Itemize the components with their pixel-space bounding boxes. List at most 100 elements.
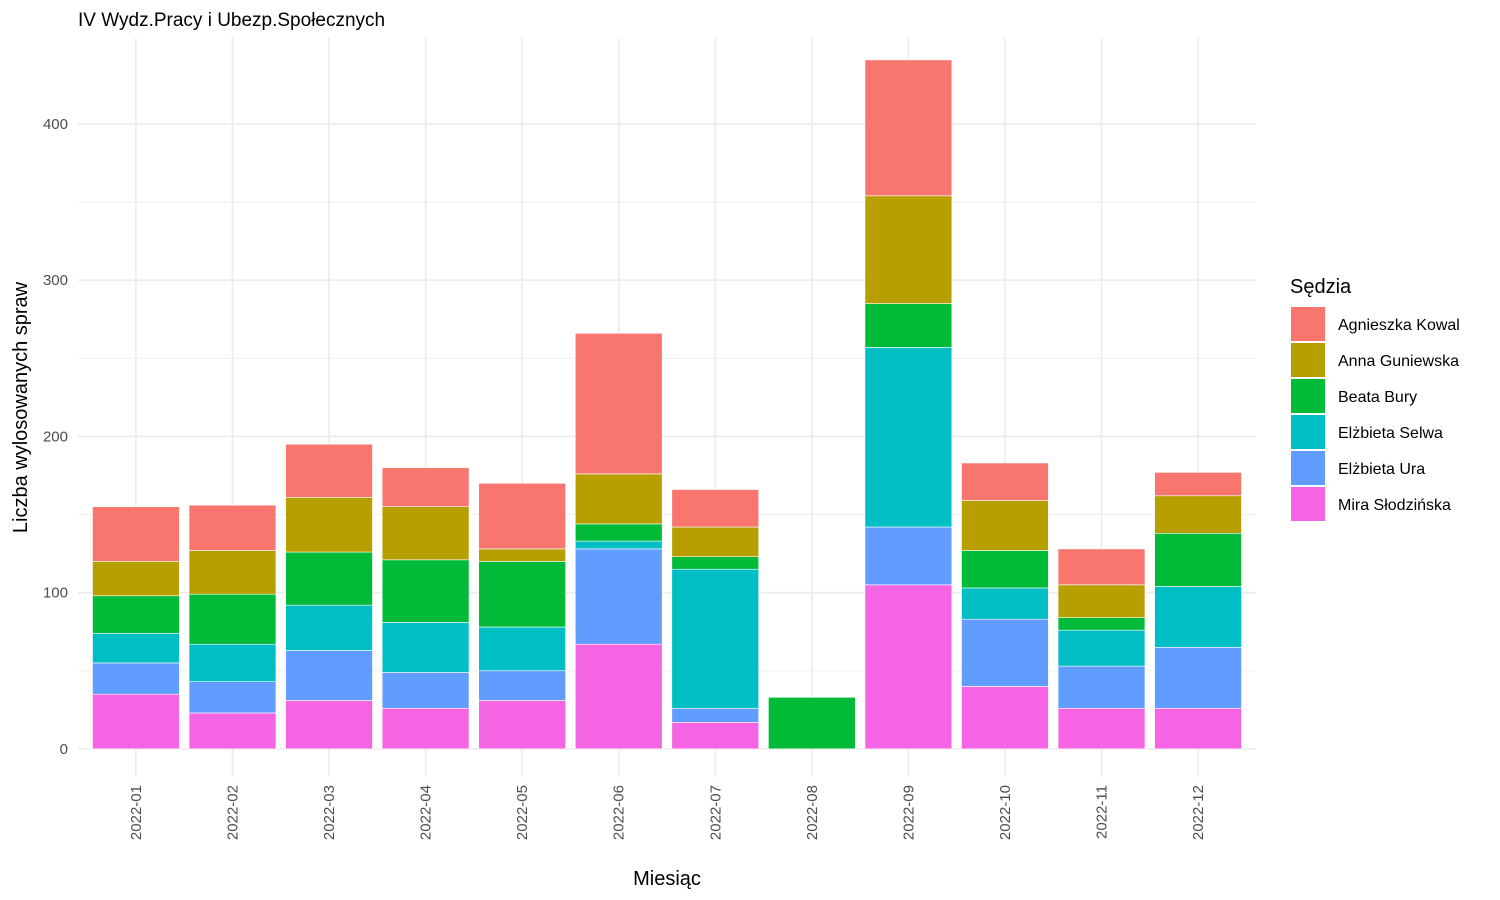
legend-label-elzbieta-selwa: Elżbieta Selwa [1338,425,1443,442]
x-tick-label: 2022-07 [707,785,724,840]
bar-2022-12-mira-slodzinska [1154,707,1242,750]
legend-label-mira-slodzinska: Mira Słodzińska [1338,497,1451,514]
x-axis-title: Miesiąc [633,868,701,890]
bar-2022-04-beata-bury [381,559,470,623]
bar-2022-01-mira-slodzinska [92,693,180,750]
legend-label-beata-bury: Beata Bury [1338,389,1417,406]
bar-2022-04-agnieszka-kowal [381,467,470,508]
bar-2022-07-elzbieta-selwa [671,568,760,709]
bar-2022-07-anna-guniewska [671,526,760,558]
bar-2022-05-elzbieta-selwa [478,626,566,672]
bar-2022-10-agnieszka-kowal [961,462,1049,501]
bar-2022-10-elzbieta-ura [961,618,1049,687]
legend-title: Sędzia [1290,276,1352,298]
x-tick-label: 2022-11 [1094,785,1111,839]
x-tick-label: 2022-05 [514,785,531,840]
bar-2022-03-agnieszka-kowal [285,443,373,498]
x-tick-label: 2022-03 [321,785,338,840]
bar-2022-01-agnieszka-kowal [92,506,180,562]
bar-2022-12-agnieszka-kowal [1154,472,1242,497]
bar-2022-12-beata-bury [1154,532,1242,587]
bar-2022-10-anna-guniewska [961,500,1049,551]
bar-2022-09-elzbieta-selwa [864,347,953,528]
bar-2022-06-elzbieta-selwa [574,540,663,550]
bar-2022-02-elzbieta-selwa [188,643,277,682]
bar-2022-05-mira-slodzinska [478,700,566,750]
bar-2022-04-mira-slodzinska [381,707,470,750]
x-tick-labels: 2022-01 2022-02 2022-03 2022-04 2022-05 2022-… [128,785,1207,840]
y-tick-label: 300 [43,272,68,289]
legend-label-agnieszka-kowal: Agnieszka Kowal [1338,317,1460,334]
bar-2022-12-elzbieta-ura [1154,647,1242,709]
bar-2022-04-anna-guniewska [381,506,470,561]
x-tick-label: 2022-09 [900,785,917,840]
y-axis-title: Liczba wylosowanych spraw [10,281,32,533]
legend-key-agnieszka-kowal [1291,307,1325,341]
x-tick-label: 2022-04 [418,785,435,840]
bar-2022-06-elzbieta-ura [574,548,663,645]
x-tick-label: 2022-02 [224,785,241,840]
bar-2022-11-elzbieta-ura [1057,665,1146,709]
x-tick-label: 2022-01 [128,785,145,840]
y-tick-labels: 0 100 200 300 400 [43,116,68,758]
bar-2022-09-elzbieta-ura [864,526,953,586]
bar-2022-05-elzbieta-ura [478,670,566,701]
bar-2022-01-elzbieta-ura [92,662,180,695]
bar-2022-05-anna-guniewska [478,548,566,562]
bar-2022-12-anna-guniewska [1154,495,1242,534]
legend-label-elzbieta-ura: Elżbieta Ura [1338,461,1425,478]
bar-2022-02-elzbieta-ura [188,681,277,714]
bar-2022-10-mira-slodzinska [961,686,1049,750]
bar-2022-03-elzbieta-ura [285,650,373,701]
bar-2022-05-agnieszka-kowal [478,482,566,550]
bar-2022-03-anna-guniewska [285,497,373,553]
legend-key-beata-bury [1291,379,1325,413]
legend: Sędzia Agnieszka Kowal Anna Guniewska Beat… [1290,276,1460,521]
legend-key-mira-slodzinska [1291,487,1325,521]
y-tick-label: 200 [43,428,68,445]
y-tick-label: 0 [60,741,68,758]
bar-2022-03-mira-slodzinska [285,700,373,750]
bar-2022-07-agnieszka-kowal [671,489,760,528]
y-tick-label: 400 [43,116,68,133]
bar-2022-03-elzbieta-selwa [285,604,373,651]
bar-2022-02-anna-guniewska [188,550,277,595]
bar-2022-08-beata-bury [768,697,856,750]
y-tick-label: 100 [43,585,68,602]
bar-2022-11-elzbieta-selwa [1057,629,1146,667]
bar-2022-11-anna-guniewska [1057,584,1146,618]
plot-title: IV Wydz.Pracy i Ubezp.Społecznych [78,10,385,31]
bar-2022-07-mira-slodzinska [671,722,760,750]
bar-2022-02-beata-bury [188,593,277,645]
bar-2022-09-beata-bury [864,303,953,348]
bar-2022-02-mira-slodzinska [188,712,277,750]
bar-2022-09-agnieszka-kowal [864,59,953,197]
bar-2022-09-anna-guniewska [864,195,953,304]
bar-2022-07-elzbieta-ura [671,707,760,723]
legend-label-anna-guniewska: Anna Guniewska [1338,353,1459,370]
bar-2022-01-anna-guniewska [92,561,180,597]
bar-2022-02-agnieszka-kowal [188,504,277,551]
bar-2022-10-elzbieta-selwa [961,587,1049,620]
bar-2022-06-beata-bury [574,523,663,542]
x-tick-label: 2022-10 [997,785,1014,840]
bar-2022-10-beata-bury [961,550,1049,589]
bar-2022-11-mira-slodzinska [1057,707,1146,750]
bar-2022-01-beata-bury [92,595,180,634]
legend-key-elzbieta-ura [1291,451,1325,485]
bars [92,59,1242,750]
bar-2022-11-agnieszka-kowal [1057,548,1146,586]
x-tick-label: 2022-12 [1190,785,1207,840]
bar-2022-07-beata-bury [671,556,760,570]
bar-2022-04-elzbieta-ura [381,672,470,709]
bar-2022-06-mira-slodzinska [574,643,663,750]
bar-2022-01-elzbieta-selwa [92,632,180,664]
bar-2022-06-agnieszka-kowal [574,332,663,475]
legend-key-elzbieta-selwa [1291,415,1325,449]
bar-2022-05-beata-bury [478,561,566,628]
bar-2022-06-anna-guniewska [574,473,663,525]
bar-2022-11-beata-bury [1057,617,1146,631]
bar-2022-03-beata-bury [285,551,373,606]
x-tick-label: 2022-06 [611,785,628,840]
